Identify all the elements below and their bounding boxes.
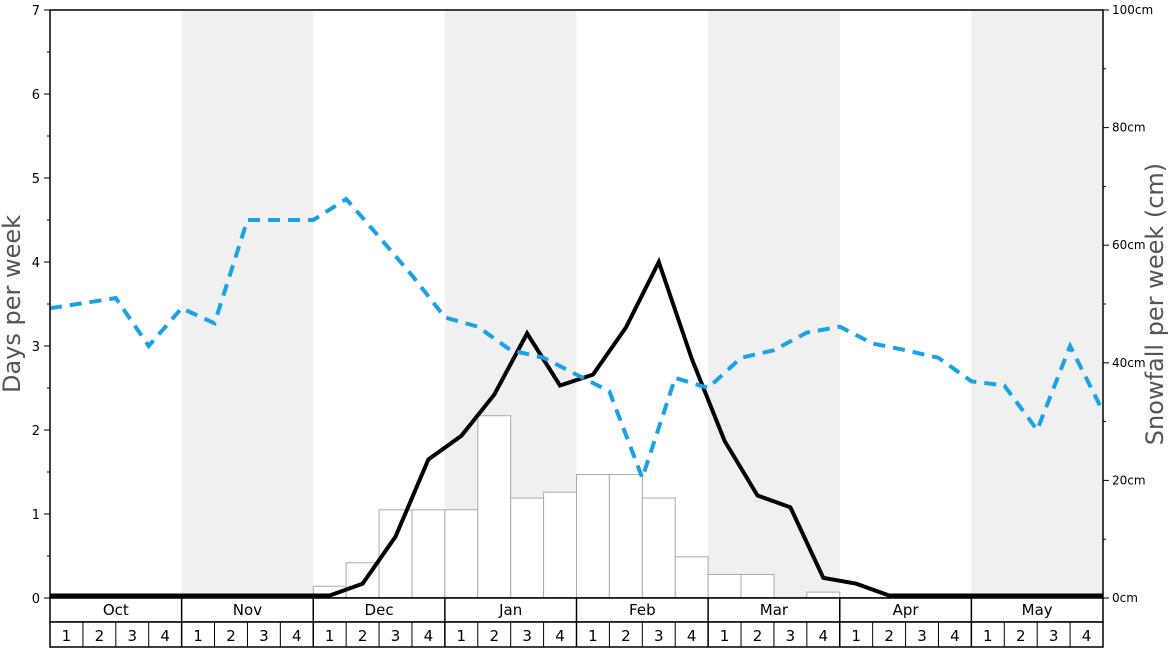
snowfall-bar	[674, 556, 709, 599]
week-label: 1	[62, 627, 72, 645]
week-label: 4	[819, 627, 829, 645]
week-label: 1	[588, 627, 598, 645]
month-label: Mar	[760, 601, 789, 619]
month-label: Oct	[103, 601, 129, 619]
right-tick-label: 0cm	[1112, 591, 1138, 605]
snowfall-bar	[411, 509, 446, 599]
week-label: 3	[1049, 627, 1059, 645]
dashed-series-line	[49, 196, 1105, 484]
week-label: 4	[950, 627, 960, 645]
week-label: 3	[786, 627, 796, 645]
week-label: 2	[489, 627, 499, 645]
snowfall-bar	[444, 509, 479, 599]
week-label: 4	[424, 627, 434, 645]
week-label: 3	[127, 627, 137, 645]
snow-days-line	[50, 256, 1103, 598]
week-label: 1	[720, 627, 730, 645]
snowfall-bars	[312, 415, 841, 599]
week-label: 2	[95, 627, 105, 645]
week-label: 1	[325, 627, 335, 645]
month-band-nov	[181, 10, 314, 598]
week-label: 4	[292, 627, 302, 645]
snowfall-bar	[806, 591, 841, 599]
month-band-may	[971, 10, 1103, 598]
left-tick-label: 5	[32, 172, 40, 187]
week-label: 1	[193, 627, 203, 645]
left-tick-label: 3	[32, 340, 40, 355]
week-label: 4	[1082, 627, 1092, 645]
right-y-axis: 0cm 20cm 40cm 60cm 80cm 100cm	[1103, 3, 1153, 605]
right-tick-label: 100cm	[1112, 3, 1153, 17]
left-y-axis: 0 1 2 3 4 5 6 7	[32, 4, 50, 607]
week-label: 2	[226, 627, 236, 645]
month-labels-row: Oct Nov Dec Jan Feb Mar Apr May	[49, 597, 1104, 647]
snowfall-bar	[641, 497, 676, 599]
week-label: 3	[391, 627, 401, 645]
month-shading-bands	[181, 10, 1103, 598]
left-tick-label: 7	[32, 4, 40, 19]
week-label: 3	[917, 627, 927, 645]
week-label: 3	[654, 627, 664, 645]
right-tick-label: 80cm	[1112, 121, 1146, 135]
right-tick-label: 20cm	[1112, 473, 1146, 487]
left-tick-label: 6	[32, 88, 40, 103]
left-tick-label: 4	[32, 256, 40, 271]
right-axis-title: Snowfall per week (cm)	[1141, 163, 1168, 445]
week-label: 2	[358, 627, 368, 645]
week-label: 2	[621, 627, 631, 645]
week-label: 1	[851, 627, 861, 645]
snowfall-bar	[608, 474, 643, 599]
month-label: Feb	[629, 601, 656, 619]
right-tick-label: 40cm	[1112, 356, 1146, 370]
right-tick-label: 60cm	[1112, 238, 1146, 252]
snowfall-bar	[707, 573, 742, 599]
month-label: Apr	[893, 601, 920, 619]
left-axis-title: Days per week	[0, 215, 26, 393]
left-tick-label: 0	[32, 592, 40, 607]
month-band-mar	[708, 10, 840, 598]
week-label: 4	[555, 627, 565, 645]
month-label: May	[1022, 601, 1053, 619]
week-label: 1	[457, 627, 467, 645]
snowfall-bar	[543, 491, 577, 599]
week-label: 2	[1016, 627, 1026, 645]
week-label: 1	[983, 627, 993, 645]
week-label: 3	[522, 627, 532, 645]
week-label: 3	[259, 627, 269, 645]
month-label: Jan	[498, 601, 522, 619]
week-label: 4	[160, 627, 170, 645]
week-labels-row: 1 2 3 4 1 2 3 4 1 2 3 4 1 2 3 4 1 2 3 4 1 2 3 4 1 2 3 4 1 2 3 4	[49, 621, 1104, 648]
snowfall-bar	[477, 415, 512, 599]
week-label: 2	[753, 627, 763, 645]
week-label: 2	[884, 627, 894, 645]
left-tick-label: 1	[32, 508, 40, 523]
left-tick-label: 2	[32, 424, 40, 439]
snowfall-bar	[576, 474, 610, 599]
month-label: Dec	[365, 601, 394, 619]
snowfall-bar	[740, 573, 775, 599]
week-label: 4	[687, 627, 697, 645]
snowfall-bar	[510, 497, 545, 599]
month-label: Nov	[233, 601, 262, 619]
